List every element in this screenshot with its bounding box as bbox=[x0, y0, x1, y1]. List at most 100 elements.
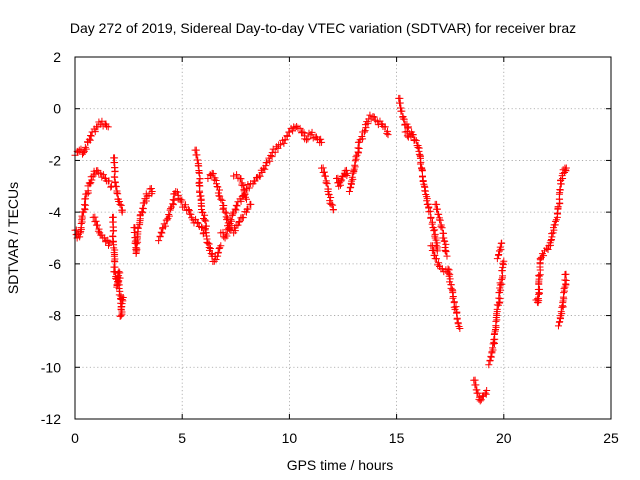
data-point bbox=[81, 143, 89, 151]
data-point bbox=[266, 157, 274, 165]
data-point bbox=[216, 192, 224, 200]
data-point bbox=[169, 196, 177, 204]
data-point bbox=[136, 221, 144, 229]
data-point bbox=[91, 128, 99, 136]
data-point bbox=[161, 222, 169, 230]
data-point bbox=[166, 206, 174, 214]
data-point bbox=[280, 139, 288, 147]
data-point bbox=[335, 182, 343, 190]
data-point bbox=[138, 208, 146, 216]
data-point bbox=[398, 107, 406, 115]
data-point bbox=[87, 132, 95, 140]
data-point bbox=[117, 312, 125, 320]
data-point bbox=[345, 187, 353, 195]
data-point bbox=[558, 310, 566, 318]
data-point bbox=[404, 123, 412, 131]
data-point bbox=[187, 210, 195, 218]
data-point bbox=[411, 136, 419, 144]
data-point bbox=[443, 252, 451, 260]
data-point bbox=[104, 123, 112, 131]
data-point bbox=[285, 128, 293, 136]
data-point bbox=[182, 201, 190, 209]
data-point bbox=[351, 163, 359, 171]
data-point bbox=[237, 175, 245, 183]
data-point bbox=[487, 353, 495, 361]
y-tick-label: -2 bbox=[49, 152, 62, 168]
data-point bbox=[78, 214, 86, 222]
data-point bbox=[433, 255, 441, 263]
data-point bbox=[112, 183, 120, 191]
data-point bbox=[453, 308, 461, 316]
data-point bbox=[476, 397, 484, 405]
data-point bbox=[496, 295, 504, 303]
data-point bbox=[497, 245, 505, 253]
data-point bbox=[300, 129, 308, 137]
data-point bbox=[364, 120, 372, 128]
data-point bbox=[337, 177, 345, 185]
data-point bbox=[233, 171, 241, 179]
data-point bbox=[430, 246, 438, 254]
y-tick-label: -6 bbox=[49, 256, 62, 272]
data-point bbox=[95, 225, 103, 233]
data-point bbox=[115, 284, 123, 292]
data-point bbox=[483, 387, 491, 395]
data-point bbox=[239, 214, 247, 222]
data-point bbox=[442, 240, 450, 248]
data-point bbox=[214, 248, 222, 256]
data-point bbox=[277, 141, 285, 149]
data-point bbox=[477, 396, 485, 404]
grid bbox=[75, 57, 611, 419]
data-point bbox=[234, 221, 242, 229]
data-point bbox=[204, 239, 212, 247]
data-point bbox=[165, 212, 173, 220]
data-point bbox=[296, 124, 304, 132]
data-point bbox=[446, 275, 454, 283]
data-point bbox=[535, 271, 543, 279]
data-point bbox=[244, 205, 252, 213]
data-point bbox=[243, 208, 251, 216]
y-tick-label: 0 bbox=[53, 101, 61, 117]
data-point bbox=[118, 310, 126, 318]
data-point bbox=[170, 196, 178, 204]
x-tick-label: 15 bbox=[389, 430, 405, 446]
data-point bbox=[308, 128, 316, 136]
y-axis-label: SDTVAR / TECUs bbox=[5, 182, 21, 294]
data-point bbox=[218, 196, 226, 204]
data-point bbox=[174, 191, 182, 199]
data-point bbox=[119, 293, 127, 301]
data-point bbox=[83, 190, 91, 198]
data-point bbox=[441, 237, 449, 245]
data-point bbox=[409, 131, 417, 139]
data-point bbox=[492, 323, 500, 331]
data-point bbox=[562, 270, 570, 278]
data-point bbox=[236, 218, 244, 226]
data-point bbox=[80, 149, 88, 157]
data-point bbox=[493, 255, 501, 263]
data-point bbox=[118, 303, 126, 311]
data-point bbox=[423, 195, 431, 203]
data-point bbox=[496, 281, 504, 289]
data-point bbox=[384, 131, 392, 139]
data-point bbox=[540, 252, 548, 260]
data-point bbox=[89, 172, 97, 180]
data-point bbox=[81, 206, 89, 214]
data-point bbox=[452, 303, 460, 311]
data-point bbox=[449, 292, 457, 300]
data-point bbox=[554, 322, 562, 330]
data-point bbox=[349, 175, 357, 183]
data-point bbox=[271, 148, 279, 156]
data-point bbox=[419, 172, 427, 180]
data-point bbox=[329, 201, 337, 209]
data-point bbox=[430, 227, 438, 235]
data-point bbox=[560, 295, 568, 303]
data-point bbox=[82, 201, 90, 209]
data-point bbox=[348, 177, 356, 185]
data-point bbox=[427, 213, 435, 221]
data-point bbox=[109, 238, 117, 246]
data-point bbox=[117, 201, 125, 209]
y-tick-label: -10 bbox=[41, 359, 61, 375]
data-point bbox=[76, 233, 84, 241]
data-point bbox=[110, 241, 118, 249]
data-point bbox=[338, 176, 346, 184]
